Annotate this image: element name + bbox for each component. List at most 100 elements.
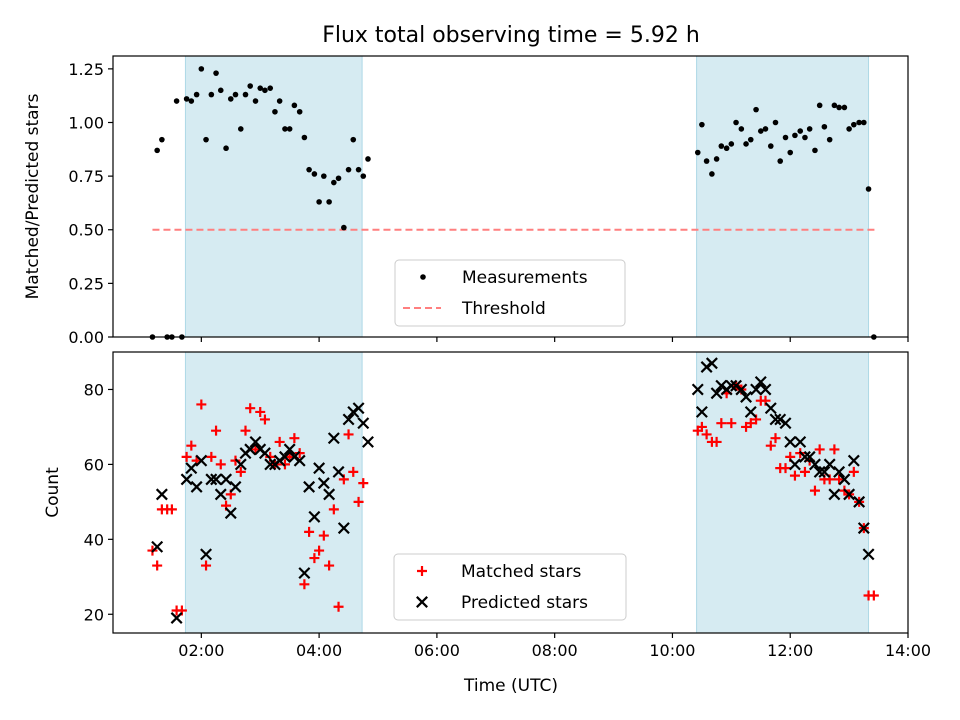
measurement-point xyxy=(272,108,278,115)
measurement-point xyxy=(738,126,745,132)
measurement-point xyxy=(276,98,283,104)
predicted-star-point xyxy=(838,473,851,486)
predicted-star-point xyxy=(705,357,718,370)
matched-star-point xyxy=(181,451,192,462)
matched-star-point xyxy=(166,504,177,515)
measurement-point xyxy=(703,158,710,164)
measurement-point xyxy=(846,126,852,132)
measurement-point xyxy=(821,123,828,130)
predicted-star-point xyxy=(784,435,797,448)
matched-star-point xyxy=(328,504,339,515)
predicted-star-point xyxy=(764,402,777,415)
measurement-point xyxy=(713,156,720,162)
measurement-point xyxy=(777,158,784,164)
measurement-point xyxy=(183,96,190,102)
legend-label: Threshold xyxy=(461,299,546,319)
measurement-point xyxy=(282,126,288,132)
predicted-star-point xyxy=(308,510,321,523)
x-tick-label: 10:00 xyxy=(649,641,695,660)
measurement-point xyxy=(350,136,357,143)
predicted-star-point xyxy=(710,387,723,400)
measurement-point xyxy=(694,149,701,156)
predicted-star-point xyxy=(818,465,831,478)
measurement-point xyxy=(159,136,165,143)
predicted-star-point xyxy=(317,477,330,490)
measurement-point xyxy=(331,179,337,186)
measurement-point xyxy=(286,126,293,132)
legend-label: Measurements xyxy=(462,268,588,288)
measurement-point xyxy=(198,66,205,72)
x-tick-label: 14:00 xyxy=(885,641,931,660)
matched-star-point xyxy=(318,530,329,541)
measurement-point xyxy=(718,143,725,149)
predicted-star-point xyxy=(759,383,772,396)
legend-box xyxy=(394,259,626,327)
matched-star-point xyxy=(211,425,222,436)
legend-label: Predicted stars xyxy=(461,593,588,613)
measurement-point xyxy=(321,173,327,179)
measurement-point xyxy=(728,141,735,147)
measurement-point xyxy=(767,143,774,149)
measurement-point xyxy=(291,102,298,109)
x-axis-label: Time (UTC) xyxy=(463,676,558,696)
measurement-point xyxy=(203,136,209,143)
measurement-point xyxy=(699,121,705,128)
matched-star-point xyxy=(358,478,369,489)
predicted-star-point xyxy=(298,567,311,580)
predicted-star-point xyxy=(794,435,807,448)
measurement-point xyxy=(806,126,813,132)
measurement-point xyxy=(296,108,303,115)
figure-title: Flux total observing time = 5.92 h xyxy=(322,23,700,48)
legend: Matched stars Predicted stars xyxy=(393,553,627,621)
predicted-star-point xyxy=(258,447,271,460)
matched-star-point xyxy=(215,459,226,470)
predicted-star-point xyxy=(725,379,738,392)
predicted-star-point xyxy=(862,548,875,561)
measurement-point xyxy=(301,134,308,141)
predicted-star-point xyxy=(843,488,856,501)
matched-star-point xyxy=(201,560,212,571)
matched-star-point xyxy=(799,466,810,477)
measurement-point xyxy=(208,91,215,98)
predicted-star-point xyxy=(332,465,345,478)
y-tick-label: 0.50 xyxy=(68,221,104,240)
measurement-point xyxy=(772,119,779,126)
axes-frame xyxy=(112,55,909,338)
measurement-point xyxy=(831,102,838,109)
measurement-point xyxy=(242,91,249,98)
measurement-point xyxy=(217,87,224,94)
matched-star-point xyxy=(814,444,825,455)
predicted-star-point xyxy=(853,495,866,508)
measurement-point xyxy=(326,199,332,205)
measurement-point xyxy=(836,104,842,111)
predicted-star-point xyxy=(754,375,767,388)
measurement-point xyxy=(802,134,808,141)
x-tick-label: 08:00 xyxy=(532,641,578,660)
count-panel: 02:00 04:00 06:00 08:00 10:00 12:00 14:00 20 40 6… xyxy=(43,351,931,660)
matched-star-point xyxy=(809,485,820,496)
measurement-point xyxy=(792,132,798,139)
measurement-point xyxy=(851,121,857,128)
y-tick-label: 0.00 xyxy=(68,328,104,347)
ratio-panel: 0.00 0.25 0.50 0.75 1.00 1.25 Matched/Predicte… xyxy=(23,55,909,347)
predicted-star-point xyxy=(352,402,365,415)
matched-star-point xyxy=(314,545,325,556)
measurement-points xyxy=(149,66,877,340)
predicted-star-point xyxy=(740,390,753,403)
predicted-star-point xyxy=(357,417,370,430)
y-axis-label: Matched/Predicted stars xyxy=(23,93,43,299)
predicted-star-point xyxy=(185,462,198,475)
matched-star-point xyxy=(324,560,335,571)
measurement-point xyxy=(193,91,200,98)
measurement-point xyxy=(154,147,160,154)
predicted-star-point xyxy=(833,465,846,478)
x-tick-label: 12:00 xyxy=(767,641,813,660)
matched-star-point xyxy=(848,466,859,477)
measurement-point xyxy=(365,156,371,162)
matched-star-point xyxy=(304,526,315,537)
matched-star-point xyxy=(789,470,800,481)
predicted-star-point xyxy=(180,473,193,486)
predicted-star-point xyxy=(337,522,350,535)
measurement-point xyxy=(747,136,754,143)
